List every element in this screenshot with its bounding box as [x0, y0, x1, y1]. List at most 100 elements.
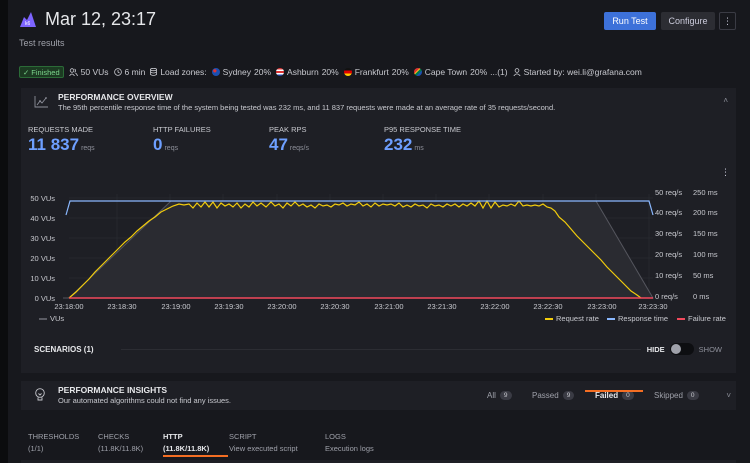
legend-swatch	[677, 317, 685, 320]
svg-text:0 ms: 0 ms	[693, 292, 710, 301]
database-icon	[150, 68, 158, 76]
test-meta-row: ✓ Finished 50 VUs 6 min Load zones: Sydn…	[19, 66, 642, 78]
svg-text:0 req/s: 0 req/s	[655, 292, 678, 301]
svg-text:23:22:30: 23:22:30	[533, 302, 562, 311]
chart-line-icon	[34, 96, 48, 108]
filter-skipped[interactable]: Skipped 0	[654, 391, 699, 400]
svg-text:23:20:00: 23:20:00	[267, 302, 296, 311]
australia-flag-icon	[211, 68, 220, 76]
svg-text:40 VUs: 40 VUs	[30, 214, 55, 223]
left-sidebar-edge	[0, 0, 8, 463]
request-rate-series	[68, 199, 642, 299]
svg-text:30 req/s: 30 req/s	[655, 229, 682, 238]
filter-failed[interactable]: Failed 0	[595, 391, 634, 400]
more-options-button[interactable]: ⋮	[719, 12, 736, 30]
check-icon: ✓	[23, 67, 30, 77]
configure-button[interactable]: Configure	[661, 12, 715, 30]
insights-title: PERFORMANCE INSIGHTS	[58, 385, 168, 395]
legend-swatch	[545, 317, 553, 320]
svg-text:23:19:30: 23:19:30	[214, 302, 243, 311]
zone-cape-town: Cape Town 20% ...(1)	[413, 67, 508, 77]
svg-text:200 ms: 200 ms	[693, 208, 718, 217]
duration-info: 6 min	[113, 67, 145, 77]
scenarios-toggle: HIDE SHOW	[646, 343, 722, 355]
more-zones-link[interactable]: ...(1)	[490, 67, 508, 77]
germany-flag-icon	[343, 68, 352, 76]
svg-text:50 VUs: 50 VUs	[30, 194, 55, 203]
legend-vus[interactable]: VUs	[39, 314, 64, 323]
clock-icon	[113, 68, 122, 76]
vus-info: 50 VUs	[68, 67, 109, 77]
performance-overview-panel: PERFORMANCE OVERVIEW The 95th percentile…	[21, 88, 736, 373]
started-by-info: Started by: wei.li@grafana.com	[513, 67, 642, 77]
collapse-chevron-icon[interactable]: ˄	[723, 96, 728, 105]
status-badge: ✓ Finished	[19, 66, 64, 78]
scenarios-label: SCENARIOS (1)	[34, 345, 94, 354]
tab-logs[interactable]: LOGS Execution logs	[325, 432, 374, 453]
insights-description: Our automated algorithms could not find …	[58, 396, 232, 405]
x-axis: 23:18:00 23:18:30 23:19:00 23:19:30 23:2…	[54, 302, 667, 311]
usa-flag-icon	[276, 68, 285, 76]
svg-text:100 ms: 100 ms	[693, 250, 718, 259]
load-zones-info: Load zones:	[150, 67, 207, 77]
svg-text:50 ms: 50 ms	[693, 271, 714, 280]
stat-p95-response-time: P95 RESPONSE TIME 232 ms	[384, 125, 461, 154]
svg-text:10 req/s: 10 req/s	[655, 271, 682, 280]
svg-text:23:19:00: 23:19:00	[161, 302, 190, 311]
run-test-button[interactable]: Run Test	[604, 12, 656, 30]
user-icon	[513, 68, 521, 76]
svg-text:150 ms: 150 ms	[693, 229, 718, 238]
chart-menu-button[interactable]: ⋮	[721, 167, 730, 177]
legend-swatch	[39, 317, 47, 320]
tab-http[interactable]: HTTP (11.8K/11.8K)	[163, 432, 210, 453]
svg-text:10 VUs: 10 VUs	[30, 274, 55, 283]
svg-text:23:20:30: 23:20:30	[320, 302, 349, 311]
stat-http-failures: HTTP FAILURES 0 reqs	[153, 125, 211, 154]
svg-text:50 req/s: 50 req/s	[655, 188, 682, 197]
filter-all[interactable]: All 9	[487, 391, 512, 400]
zone-frankfurt: Frankfurt 20%	[343, 67, 409, 77]
y-axis-right-rps: 50 req/s 40 req/s 30 req/s 20 req/s 10 r…	[655, 188, 682, 301]
zone-ashburn: Ashburn 20%	[276, 67, 339, 77]
overview-title: PERFORMANCE OVERVIEW	[58, 92, 173, 102]
stat-peak-rps: PEAK RPS 47 reqs/s	[269, 125, 309, 154]
svg-text:k6: k6	[25, 21, 31, 27]
y-axis-left: 50 VUs 40 VUs 30 VUs 20 VUs 10 VUs 0 VUs	[30, 194, 55, 303]
svg-text:0 VUs: 0 VUs	[35, 294, 56, 303]
svg-text:23:22:00: 23:22:00	[480, 302, 509, 311]
response-time-series	[65, 200, 654, 216]
svg-text:23:18:00: 23:18:00	[54, 302, 83, 311]
legend-request-rate[interactable]: Request rate	[545, 314, 599, 323]
legend-response-time[interactable]: Response time	[607, 314, 668, 323]
performance-chart: 50 VUs 40 VUs 30 VUs 20 VUs 10 VUs 0 VUs…	[30, 188, 718, 311]
svg-text:40 req/s: 40 req/s	[655, 208, 682, 217]
scenarios-toggle-switch[interactable]	[669, 343, 694, 355]
scenarios-divider	[121, 349, 641, 350]
vus-series	[63, 200, 654, 299]
svg-text:20 req/s: 20 req/s	[655, 250, 682, 259]
active-tab-indicator	[163, 455, 228, 457]
test-results-page: k6 Mar 12, 23:17 Test results Run Test C…	[8, 0, 750, 463]
legend-swatch	[607, 317, 615, 320]
svg-text:30 VUs: 30 VUs	[30, 234, 55, 243]
tab-content-panel	[21, 460, 736, 463]
svg-text:23:23:00: 23:23:00	[587, 302, 616, 311]
svg-text:250 ms: 250 ms	[693, 188, 718, 197]
expand-chevron-icon[interactable]: ˅	[726, 391, 731, 400]
filter-passed[interactable]: Passed 9	[532, 391, 575, 400]
tab-checks[interactable]: CHECKS (11.8K/11.8K)	[98, 432, 144, 453]
legend-failure-rate[interactable]: Failure rate	[677, 314, 726, 323]
performance-insights-panel: PERFORMANCE INSIGHTS Our automated algor…	[21, 381, 736, 410]
tab-thresholds[interactable]: THRESHOLDS (1/1)	[28, 432, 80, 453]
overview-description: The 95th percentile response time of the…	[58, 103, 556, 112]
page-title: Mar 12, 23:17	[45, 9, 157, 29]
tab-script[interactable]: SCRIPT View executed script	[229, 432, 298, 453]
svg-text:23:21:30: 23:21:30	[427, 302, 456, 311]
y-axis-right-ms: 250 ms 200 ms 150 ms 100 ms 50 ms 0 ms	[693, 188, 718, 301]
active-filter-indicator	[585, 390, 643, 392]
svg-text:23:23:30: 23:23:30	[638, 302, 667, 311]
lightbulb-icon	[35, 388, 45, 401]
stat-requests-made: REQUESTS MADE 11 837 reqs	[28, 125, 95, 154]
svg-text:23:21:00: 23:21:00	[374, 302, 403, 311]
k6-logo-icon: k6	[20, 12, 36, 27]
